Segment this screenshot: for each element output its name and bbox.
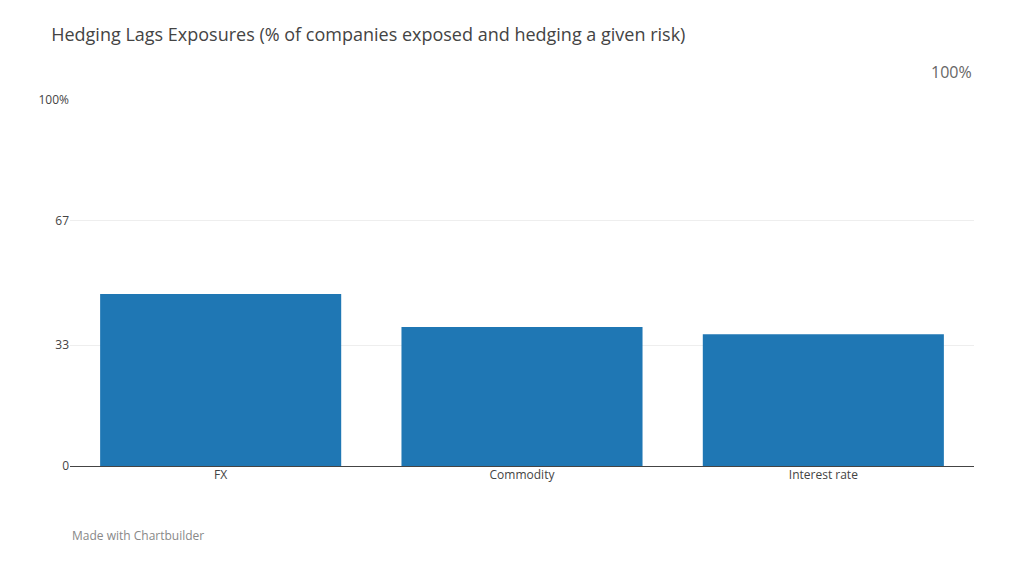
svg-text:Commodity: Commodity [490, 466, 556, 483]
svg-text:0: 0 [62, 457, 69, 474]
svg-text:100%: 100% [38, 91, 69, 108]
svg-text:FX: FX [214, 466, 227, 483]
svg-text:Made with Chartbuilder: Made with Chartbuilder [72, 527, 204, 544]
svg-text:Interest rate: Interest rate [789, 466, 858, 483]
svg-text:100%: 100% [931, 61, 972, 83]
svg-text:67: 67 [55, 212, 69, 229]
svg-text:33: 33 [55, 336, 69, 353]
svg-text:Hedging Lags Exposures (% of c: Hedging Lags Exposures (% of companies e… [51, 22, 685, 46]
